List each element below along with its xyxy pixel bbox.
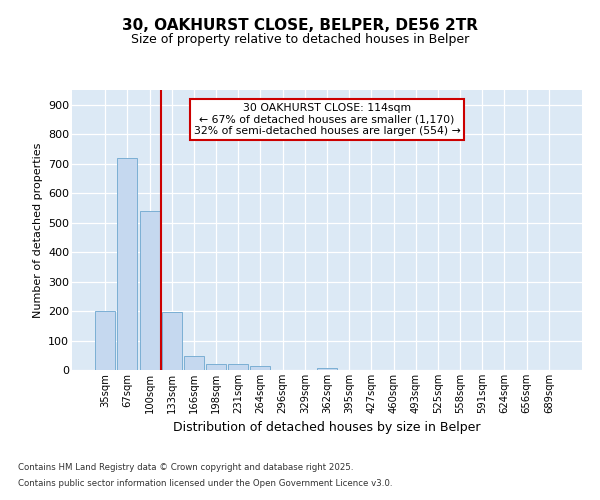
Bar bbox=[95, 311, 115, 370]
Bar bbox=[184, 356, 204, 370]
Text: Size of property relative to detached houses in Belper: Size of property relative to detached ho… bbox=[131, 32, 469, 46]
Text: 30 OAKHURST CLOSE: 114sqm
← 67% of detached houses are smaller (1,170)
32% of se: 30 OAKHURST CLOSE: 114sqm ← 67% of detac… bbox=[194, 102, 460, 136]
Bar bbox=[206, 364, 226, 370]
Text: 30, OAKHURST CLOSE, BELPER, DE56 2TR: 30, OAKHURST CLOSE, BELPER, DE56 2TR bbox=[122, 18, 478, 32]
Bar bbox=[250, 366, 271, 370]
Bar bbox=[140, 211, 160, 370]
Bar bbox=[317, 368, 337, 370]
Y-axis label: Number of detached properties: Number of detached properties bbox=[32, 142, 43, 318]
Bar bbox=[228, 364, 248, 370]
Text: Contains public sector information licensed under the Open Government Licence v3: Contains public sector information licen… bbox=[18, 478, 392, 488]
X-axis label: Distribution of detached houses by size in Belper: Distribution of detached houses by size … bbox=[173, 422, 481, 434]
Bar bbox=[118, 158, 137, 370]
Text: Contains HM Land Registry data © Crown copyright and database right 2025.: Contains HM Land Registry data © Crown c… bbox=[18, 464, 353, 472]
Bar bbox=[162, 312, 182, 370]
